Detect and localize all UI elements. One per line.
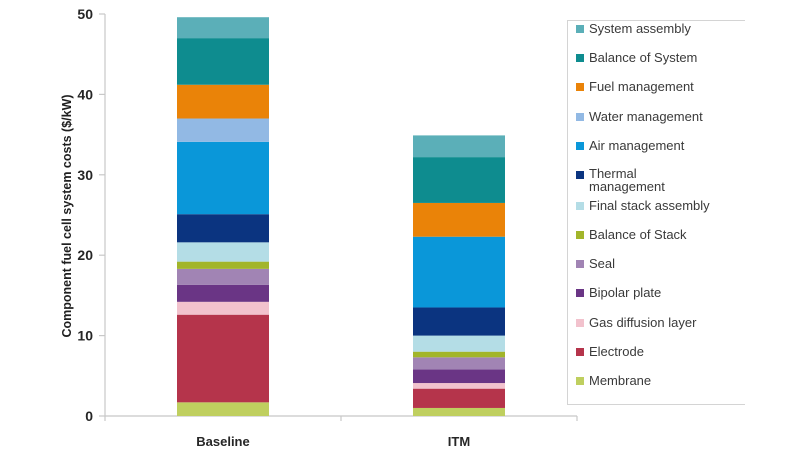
legend-label: Membrane <box>589 373 652 388</box>
legend-swatch-icon <box>576 171 584 179</box>
bar-stack-itm <box>413 135 505 416</box>
bar-segment-balance-of-system <box>413 157 505 203</box>
legend-swatch-icon <box>576 348 584 356</box>
legend-label: Electrode <box>589 344 644 359</box>
bar-segment-balance-of-stack <box>413 351 505 358</box>
legend-swatch-icon <box>576 319 584 327</box>
y-tick-label: 0 <box>85 408 93 424</box>
bar-segment-final-stack-assembly <box>177 242 269 262</box>
bar-segment-system-assembly <box>413 135 505 158</box>
bar-stacks <box>177 17 505 416</box>
legend-label: Fuel management <box>589 79 694 94</box>
bar-segment-balance-of-system <box>177 38 269 85</box>
bar-segment-thermal-management <box>177 214 269 243</box>
legend-item: Seal <box>576 256 739 271</box>
bar-segment-seal <box>413 357 505 370</box>
legend-label: System assembly <box>589 21 691 36</box>
bar-segment-bipolar-plate <box>413 369 505 384</box>
legend-swatch-icon <box>576 260 584 268</box>
legend-item: Final stack assembly <box>576 198 739 213</box>
legend-swatch-icon <box>576 202 584 210</box>
legend-label: Gas diffusion layer <box>589 315 697 330</box>
legend-item: Water management <box>576 109 739 124</box>
bar-segment-gas-diffusion-layer <box>413 383 505 389</box>
bar-segment-final-stack-assembly <box>413 335 505 352</box>
bar-segment-air-management <box>413 236 505 308</box>
legend: System assembly Balance of System Fuel man… <box>567 20 745 405</box>
bar-segment-bipolar-plate <box>177 284 269 302</box>
bar-segment-water-management <box>177 118 269 142</box>
legend-swatch-icon <box>576 25 584 33</box>
legend-swatch-icon <box>576 54 584 62</box>
bar-segment-balance-of-stack <box>177 261 269 269</box>
legend-swatch-icon <box>576 113 584 121</box>
y-axis: 0 10 20 30 40 50 <box>77 6 106 424</box>
legend-swatch-icon <box>576 83 584 91</box>
bar-stack-baseline <box>177 17 269 416</box>
legend-label: Water management <box>589 109 703 124</box>
x-axis: Baseline ITM <box>104 415 578 449</box>
bar-segment-fuel-management <box>177 84 269 119</box>
bar-segment-electrode <box>177 314 269 403</box>
legend-label: Seal <box>589 256 616 271</box>
legend-item: Gas diffusion layer <box>576 315 739 330</box>
y-tick-label: 50 <box>77 6 93 22</box>
legend-item: Bipolar plate <box>576 285 739 300</box>
legend-item: Air management <box>576 138 739 153</box>
bar-segment-system-assembly <box>177 17 269 39</box>
bar-segment-seal <box>177 268 269 285</box>
bar-segment-membrane <box>177 402 269 416</box>
y-tick-label: 40 <box>77 86 93 102</box>
legend-item: Balance of System <box>576 50 739 65</box>
y-axis-label: Component fuel cell system costs ($/kW) <box>60 94 74 337</box>
legend-label: Air management <box>589 138 685 153</box>
legend-item: Fuel management <box>576 79 739 94</box>
legend-label: Bipolar plate <box>589 285 662 300</box>
legend-swatch-icon <box>576 231 584 239</box>
legend-label: Balance of Stack <box>589 227 687 242</box>
bar-segment-gas-diffusion-layer <box>177 301 269 315</box>
legend-swatch-icon <box>576 377 584 385</box>
x-category-label: Baseline <box>196 434 249 449</box>
x-category-label: ITM <box>448 434 470 449</box>
legend-label: Balance of System <box>589 50 698 65</box>
legend-item: System assembly <box>576 21 739 36</box>
legend-swatch-icon <box>576 142 584 150</box>
legend-label: Final stack assembly <box>589 198 710 213</box>
bar-segment-fuel-management <box>413 202 505 237</box>
y-tick-label: 10 <box>77 328 93 344</box>
bar-segment-air-management <box>177 141 269 215</box>
legend-item: Electrode <box>576 344 739 359</box>
legend-item: Balance of Stack <box>576 227 739 242</box>
bar-segment-thermal-management <box>413 307 505 336</box>
legend-item: Thermal management <box>576 167 684 193</box>
legend-item: Membrane <box>576 373 739 388</box>
bar-segment-membrane <box>413 407 505 416</box>
bar-segment-electrode <box>413 388 505 408</box>
y-tick-label: 30 <box>77 167 93 183</box>
legend-label: Thermal management <box>589 166 665 194</box>
y-tick-label: 20 <box>77 247 93 263</box>
legend-swatch-icon <box>576 289 584 297</box>
